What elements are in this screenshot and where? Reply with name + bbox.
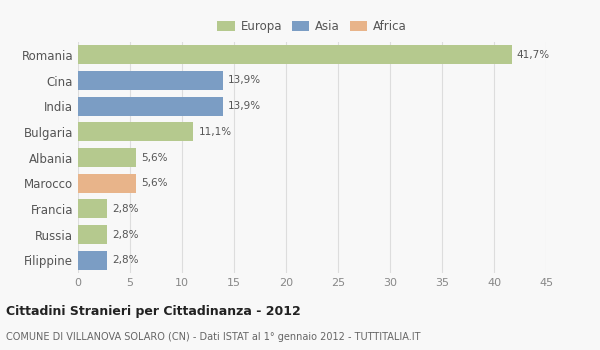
Text: 2,8%: 2,8%: [112, 255, 139, 265]
Bar: [78, 148, 136, 167]
Bar: [78, 71, 223, 90]
Text: 2,8%: 2,8%: [112, 230, 139, 239]
Text: 13,9%: 13,9%: [228, 76, 261, 85]
Bar: [78, 122, 193, 141]
Bar: [78, 199, 107, 218]
Bar: [78, 225, 107, 244]
Bar: [78, 251, 107, 270]
Text: 11,1%: 11,1%: [199, 127, 232, 137]
Text: 41,7%: 41,7%: [517, 50, 550, 60]
Legend: Europa, Asia, Africa: Europa, Asia, Africa: [215, 18, 409, 36]
Text: 2,8%: 2,8%: [112, 204, 139, 214]
Text: 5,6%: 5,6%: [142, 178, 168, 188]
Text: 13,9%: 13,9%: [228, 101, 261, 111]
Bar: [78, 174, 136, 193]
Text: COMUNE DI VILLANOVA SOLARO (CN) - Dati ISTAT al 1° gennaio 2012 - TUTTITALIA.IT: COMUNE DI VILLANOVA SOLARO (CN) - Dati I…: [6, 332, 421, 343]
Text: 5,6%: 5,6%: [142, 153, 168, 162]
Bar: [78, 45, 512, 64]
Bar: [78, 97, 223, 116]
Text: Cittadini Stranieri per Cittadinanza - 2012: Cittadini Stranieri per Cittadinanza - 2…: [6, 304, 301, 317]
